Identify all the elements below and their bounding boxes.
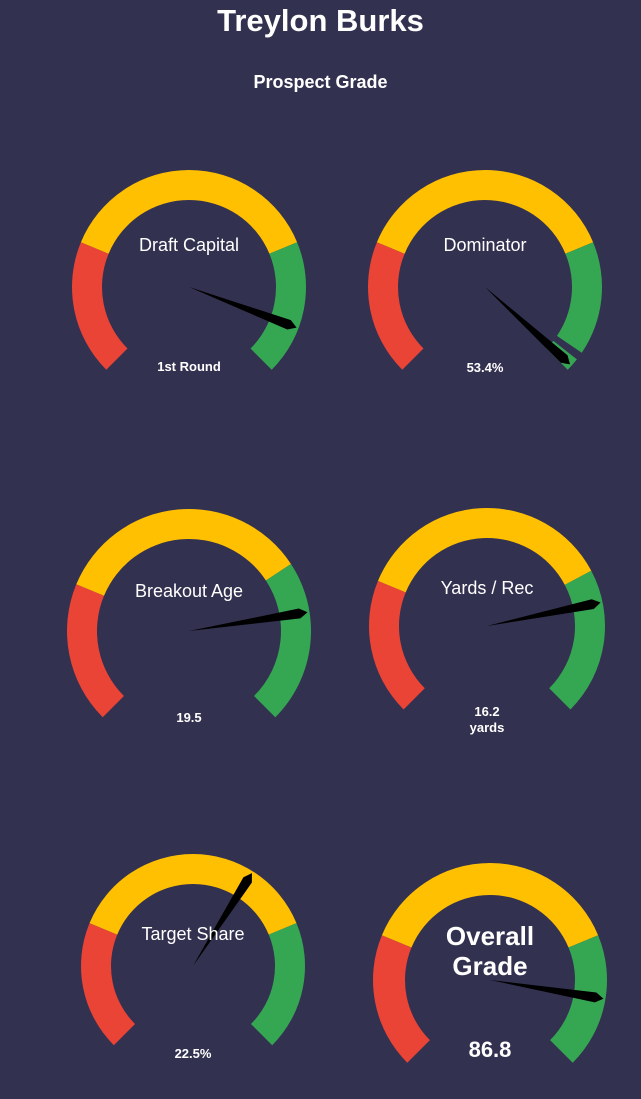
gauge-band-high — [250, 242, 306, 370]
gauge-value: yards — [470, 720, 505, 735]
gauge-band-high — [250, 923, 305, 1046]
gauge-band-low — [72, 242, 128, 370]
gauge-band-low — [66, 584, 124, 718]
gauge-value: 86.8 — [469, 1037, 512, 1062]
gauge-label: Draft Capital — [139, 235, 239, 255]
gauge-value: 53.4% — [467, 360, 504, 375]
gauge-label: Breakout Age — [135, 581, 243, 601]
gauge-needle — [485, 287, 571, 365]
gauge-needle — [189, 608, 308, 631]
gauge-label: Yards / Rec — [441, 578, 534, 598]
gauge-label: Target Share — [141, 924, 244, 944]
gauge-label: Dominator — [443, 235, 526, 255]
gauge-band-low — [368, 580, 425, 710]
gauge-band-mid — [76, 509, 291, 596]
gauge-draft-capital: Draft Capital 1st Round — [72, 170, 306, 374]
gauge-band-mid — [376, 170, 594, 254]
gauge-needle — [487, 599, 601, 626]
gauge-value: 19.5 — [176, 710, 201, 725]
gauge-band-high — [254, 564, 312, 718]
gauge-band-low — [368, 242, 424, 370]
page-title: Treylon Burks — [217, 3, 424, 38]
gauge-band-high — [550, 935, 607, 1063]
gauge-value: 1st Round — [157, 359, 221, 374]
gauge-needle — [193, 873, 252, 966]
gauge-band-low — [373, 935, 430, 1063]
gauge-band-mid — [377, 507, 592, 593]
gauge-needle — [490, 980, 604, 1003]
gauge-needle — [189, 287, 297, 330]
gauge-band-low — [81, 923, 136, 1046]
gauge-breakout-age: Breakout Age 19.5 — [66, 509, 312, 725]
gauge-label: Overall — [446, 921, 534, 951]
gauge-band-high — [556, 242, 602, 353]
gauge-target-share: Target Share 22.5% — [81, 854, 305, 1061]
gauge-label: Grade — [452, 951, 527, 981]
gauge-dominator: Dominator 53.4% — [368, 170, 602, 375]
page-subtitle: Prospect Grade — [253, 72, 388, 92]
gauge-band-mid — [381, 863, 599, 948]
gauge-band-high — [549, 570, 605, 710]
gauge-band-mid — [80, 170, 298, 254]
gauge-value: 22.5% — [175, 1046, 212, 1061]
gauge-band-mid — [89, 854, 297, 935]
gauge-value: 16.2 — [474, 704, 499, 719]
